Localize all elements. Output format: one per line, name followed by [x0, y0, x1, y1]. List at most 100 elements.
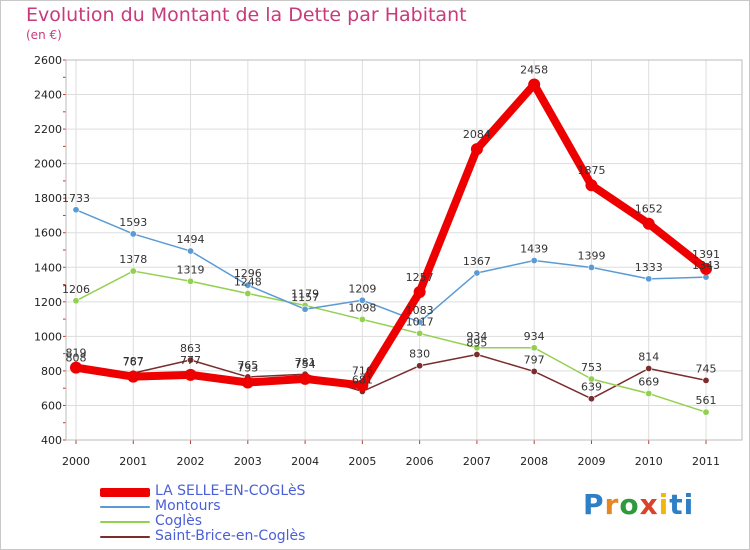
data-label-2: 1017	[406, 315, 434, 328]
y-tick-label: 1000	[34, 330, 62, 343]
legend-swatch	[100, 506, 150, 508]
data-label-0: 777	[180, 354, 201, 367]
data-point-1	[358, 296, 366, 304]
data-point-3	[473, 350, 481, 358]
x-tick-label: 2000	[62, 455, 90, 468]
data-point-1	[587, 263, 595, 271]
data-point-2	[244, 290, 252, 298]
data-point-2	[587, 375, 595, 383]
data-label-1: 1494	[177, 233, 205, 246]
legend-swatch	[100, 487, 150, 497]
x-tick-label: 2002	[177, 455, 205, 468]
data-label-2: 561	[696, 394, 717, 407]
x-tick-label: 2006	[406, 455, 434, 468]
data-point-1	[129, 230, 137, 238]
y-tick-label: 2400	[34, 89, 62, 102]
y-tick-label: 1400	[34, 261, 62, 274]
x-tick-label: 2001	[119, 455, 147, 468]
y-tick-label: 600	[41, 399, 62, 412]
data-label-1: 1343	[692, 259, 720, 272]
data-point-3	[702, 376, 710, 384]
data-label-2: 1319	[177, 263, 205, 276]
data-point-0	[585, 179, 598, 192]
data-label-0: 1875	[577, 164, 605, 177]
data-point-0	[356, 379, 369, 392]
data-point-3	[187, 356, 195, 364]
data-label-0: 1652	[635, 203, 663, 216]
data-point-3	[645, 364, 653, 372]
data-point-2	[530, 344, 538, 352]
x-tick-label: 2008	[520, 455, 548, 468]
y-tick-label: 1600	[34, 227, 62, 240]
data-label-1: 1296	[234, 267, 262, 280]
brand-logo: Proxiti	[583, 488, 695, 521]
series-line-2	[75, 270, 707, 413]
data-label-2: 1206	[62, 283, 90, 296]
data-label-0: 1257	[406, 271, 434, 284]
y-tick-label: 1800	[34, 192, 62, 205]
data-label-0: 754	[295, 358, 316, 371]
data-label-3: 863	[180, 342, 201, 355]
y-tick-label: 2600	[34, 54, 62, 67]
legend-swatch	[100, 536, 150, 538]
data-point-2	[358, 315, 366, 323]
data-label-2: 934	[466, 330, 487, 343]
data-label-0: 819	[66, 347, 87, 360]
data-label-1: 1209	[348, 282, 376, 295]
legend-label: Montours	[155, 498, 221, 514]
data-point-2	[416, 329, 424, 337]
series-line-1	[75, 209, 707, 323]
data-point-2	[702, 408, 710, 416]
data-point-2	[645, 390, 653, 398]
data-point-1	[244, 281, 252, 289]
data-point-3	[416, 362, 424, 370]
data-label-0: 2084	[463, 128, 491, 141]
x-tick-label: 2005	[348, 455, 376, 468]
x-tick-label: 2004	[291, 455, 319, 468]
data-label-1: 1333	[635, 261, 663, 274]
y-tick-label: 400	[41, 434, 62, 447]
legend-label: Coglès	[155, 513, 203, 529]
data-label-0: 733	[237, 361, 258, 374]
data-point-1	[530, 257, 538, 265]
data-point-0	[528, 78, 541, 91]
data-label-3: 787	[123, 355, 144, 368]
data-point-1	[187, 247, 195, 255]
legend-label: LA SELLE-EN-COGLèS	[155, 483, 306, 499]
data-point-1	[702, 273, 710, 281]
data-point-1	[645, 275, 653, 283]
data-point-1	[301, 305, 309, 313]
data-label-0: 2458	[520, 64, 548, 77]
data-label-3: 765	[237, 359, 258, 372]
data-label-2: 669	[638, 376, 659, 389]
data-label-1: 1439	[520, 243, 548, 256]
data-point-0	[184, 368, 197, 381]
data-label-3: 797	[524, 353, 545, 366]
data-point-2	[129, 267, 137, 275]
data-label-3: 681	[352, 373, 373, 386]
data-label-1: 1157	[291, 291, 319, 304]
data-point-0	[70, 361, 82, 374]
data-point-0	[413, 285, 426, 298]
data-point-1	[72, 206, 80, 214]
data-label-2: 1378	[119, 253, 147, 266]
data-point-0	[470, 143, 483, 156]
data-label-2: 934	[524, 330, 545, 343]
y-tick-label: 800	[41, 365, 62, 378]
data-point-0	[299, 372, 312, 385]
data-label-3: 814	[638, 350, 659, 363]
data-label-0: 1391	[692, 248, 720, 261]
data-label-3: 830	[409, 348, 430, 361]
chart-subtitle: (en €)	[26, 28, 62, 42]
legend-label: Saint-Brice-en-Coglès	[155, 528, 306, 544]
data-label-3: 808	[66, 352, 87, 365]
data-point-0	[127, 370, 140, 383]
data-label-1: 1593	[119, 216, 147, 229]
data-point-1	[473, 269, 481, 277]
data-label-0: 716	[352, 364, 373, 377]
data-label-1: 1733	[62, 192, 90, 205]
data-label-2: 1098	[348, 301, 376, 314]
plot-area	[65, 59, 743, 441]
data-point-2	[187, 277, 195, 285]
